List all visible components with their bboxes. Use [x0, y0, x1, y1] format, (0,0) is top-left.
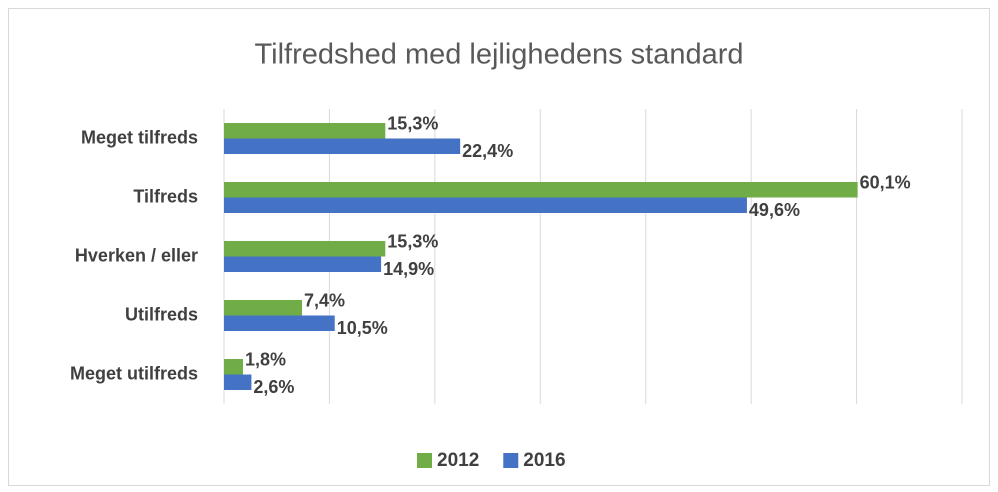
- y-tick-label: Tilfreds: [133, 186, 198, 206]
- legend-label: 2016: [523, 450, 565, 471]
- data-label: 7,4%: [304, 291, 345, 311]
- bar: [224, 182, 858, 198]
- y-tick-label: Hverken / eller: [75, 245, 198, 265]
- bar: [224, 374, 252, 390]
- bar: [224, 123, 386, 139]
- chart-title: Tilfredshed med lejlighedens standard: [255, 39, 744, 71]
- y-tick-label: Meget utilfreds: [70, 363, 198, 383]
- data-label: 14,9%: [383, 259, 434, 279]
- bar: [224, 138, 461, 154]
- data-label: 15,3%: [387, 232, 438, 252]
- data-label: 49,6%: [749, 200, 800, 220]
- legend-label: 2012: [437, 450, 479, 471]
- data-label: 2,6%: [253, 377, 294, 397]
- bar: [224, 359, 243, 375]
- bar: [224, 256, 382, 272]
- data-label: 10,5%: [337, 318, 388, 338]
- data-label: 1,8%: [245, 350, 286, 370]
- bar: [224, 300, 303, 316]
- legend-swatch: [503, 453, 519, 468]
- bar: [224, 241, 386, 257]
- y-tick-label: Meget tilfreds: [81, 127, 198, 147]
- legend-swatch: [417, 453, 432, 468]
- y-tick-label: Utilfreds: [125, 304, 198, 324]
- data-label: 15,3%: [387, 114, 438, 134]
- bar: [224, 315, 335, 331]
- chart-border: [8, 8, 990, 486]
- data-label: 22,4%: [462, 141, 513, 161]
- data-label: 60,1%: [860, 173, 911, 193]
- bar: [224, 197, 747, 213]
